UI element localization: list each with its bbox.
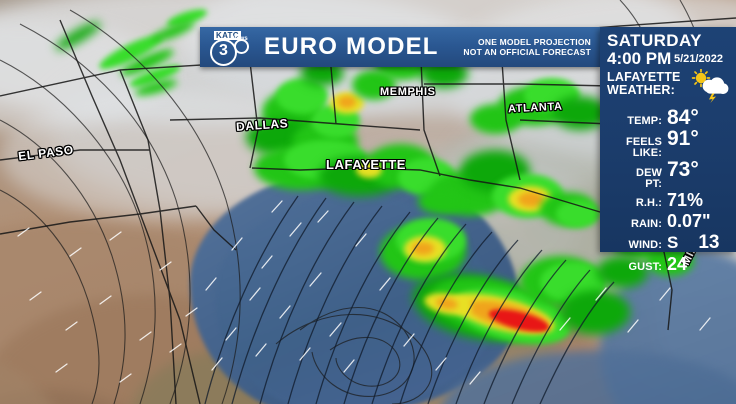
katc-callsign: KATC	[214, 31, 241, 40]
condition-label: GUST:	[628, 261, 662, 273]
panel-location: LAFAYETTE WEATHER:	[607, 71, 681, 97]
city-label-memphis: MEMPHIS	[380, 86, 436, 98]
condition-label: RAIN:	[630, 218, 662, 230]
condition-value: 73°	[667, 158, 699, 181]
condition-value: S	[667, 233, 679, 252]
channel-number: 3	[210, 39, 237, 66]
condition-label: TEMP:	[627, 115, 662, 127]
conditions-panel: SATURDAY 4:00 PM 5/21/2022 LAFAYETTE WEA…	[600, 27, 736, 274]
disclaimer-line-2: NOT AN OFFICIAL FORECAST	[463, 47, 591, 57]
forecast-date: 5/21/2022	[674, 53, 723, 65]
wind-flow-dashes	[17, 200, 711, 385]
disclaimer-line-1: ONE MODEL PROJECTION	[478, 36, 591, 47]
condition-row: RAIN: 0.07"	[600, 211, 736, 232]
euro-model-banner: KATC 3 News EURO MODEL ONE MODEL PROJECT…	[200, 27, 600, 67]
forecast-time: 4:00 PM	[607, 49, 672, 68]
condition-value: 84°	[667, 106, 699, 129]
logo-news-text: News	[232, 36, 248, 42]
condition-value: 71%	[667, 190, 704, 210]
city-label-lafayette: LAFAYETTE	[326, 157, 407, 172]
logo-circle-accent	[234, 39, 249, 54]
condition-row: GUST: 24	[600, 254, 736, 275]
banner-title: EURO MODEL	[264, 33, 439, 60]
model-disclaimer: ONE MODEL PROJECTION NOT AN OFFICIAL FOR…	[463, 37, 591, 58]
condition-label: WIND:	[628, 239, 662, 251]
condition-value: 24	[667, 254, 688, 274]
condition-row: TEMP: 84°	[600, 107, 736, 128]
katc-logo[interactable]: KATC 3 News	[208, 30, 254, 66]
condition-label: DEW PT:	[636, 167, 662, 190]
forecast-day: SATURDAY	[607, 31, 702, 50]
gulf-streamlines	[204, 195, 615, 404]
sun-cloud-lightning-icon	[691, 69, 729, 103]
panel-location-line-2: WEATHER:	[607, 83, 676, 97]
panel-location-line-1: LAFAYETTE	[607, 70, 681, 84]
condition-label: R.H.:	[635, 197, 662, 209]
condition-row: WIND: S 13	[600, 232, 736, 254]
condition-value: 0.07"	[667, 211, 711, 231]
condition-row: DEW PT: 73°	[600, 159, 736, 190]
conditions-rows: TEMP: 84° FEELS LIKE: 91° DEW PT: 73° R.H.: 71% RA…	[600, 107, 736, 275]
wind-speed-value: 13	[698, 232, 720, 253]
condition-label: FEELS LIKE:	[626, 136, 662, 159]
condition-value: 91°	[667, 127, 699, 150]
condition-row: R.H.: 71%	[600, 190, 736, 211]
condition-row: FEELS LIKE: 91°	[600, 128, 736, 159]
